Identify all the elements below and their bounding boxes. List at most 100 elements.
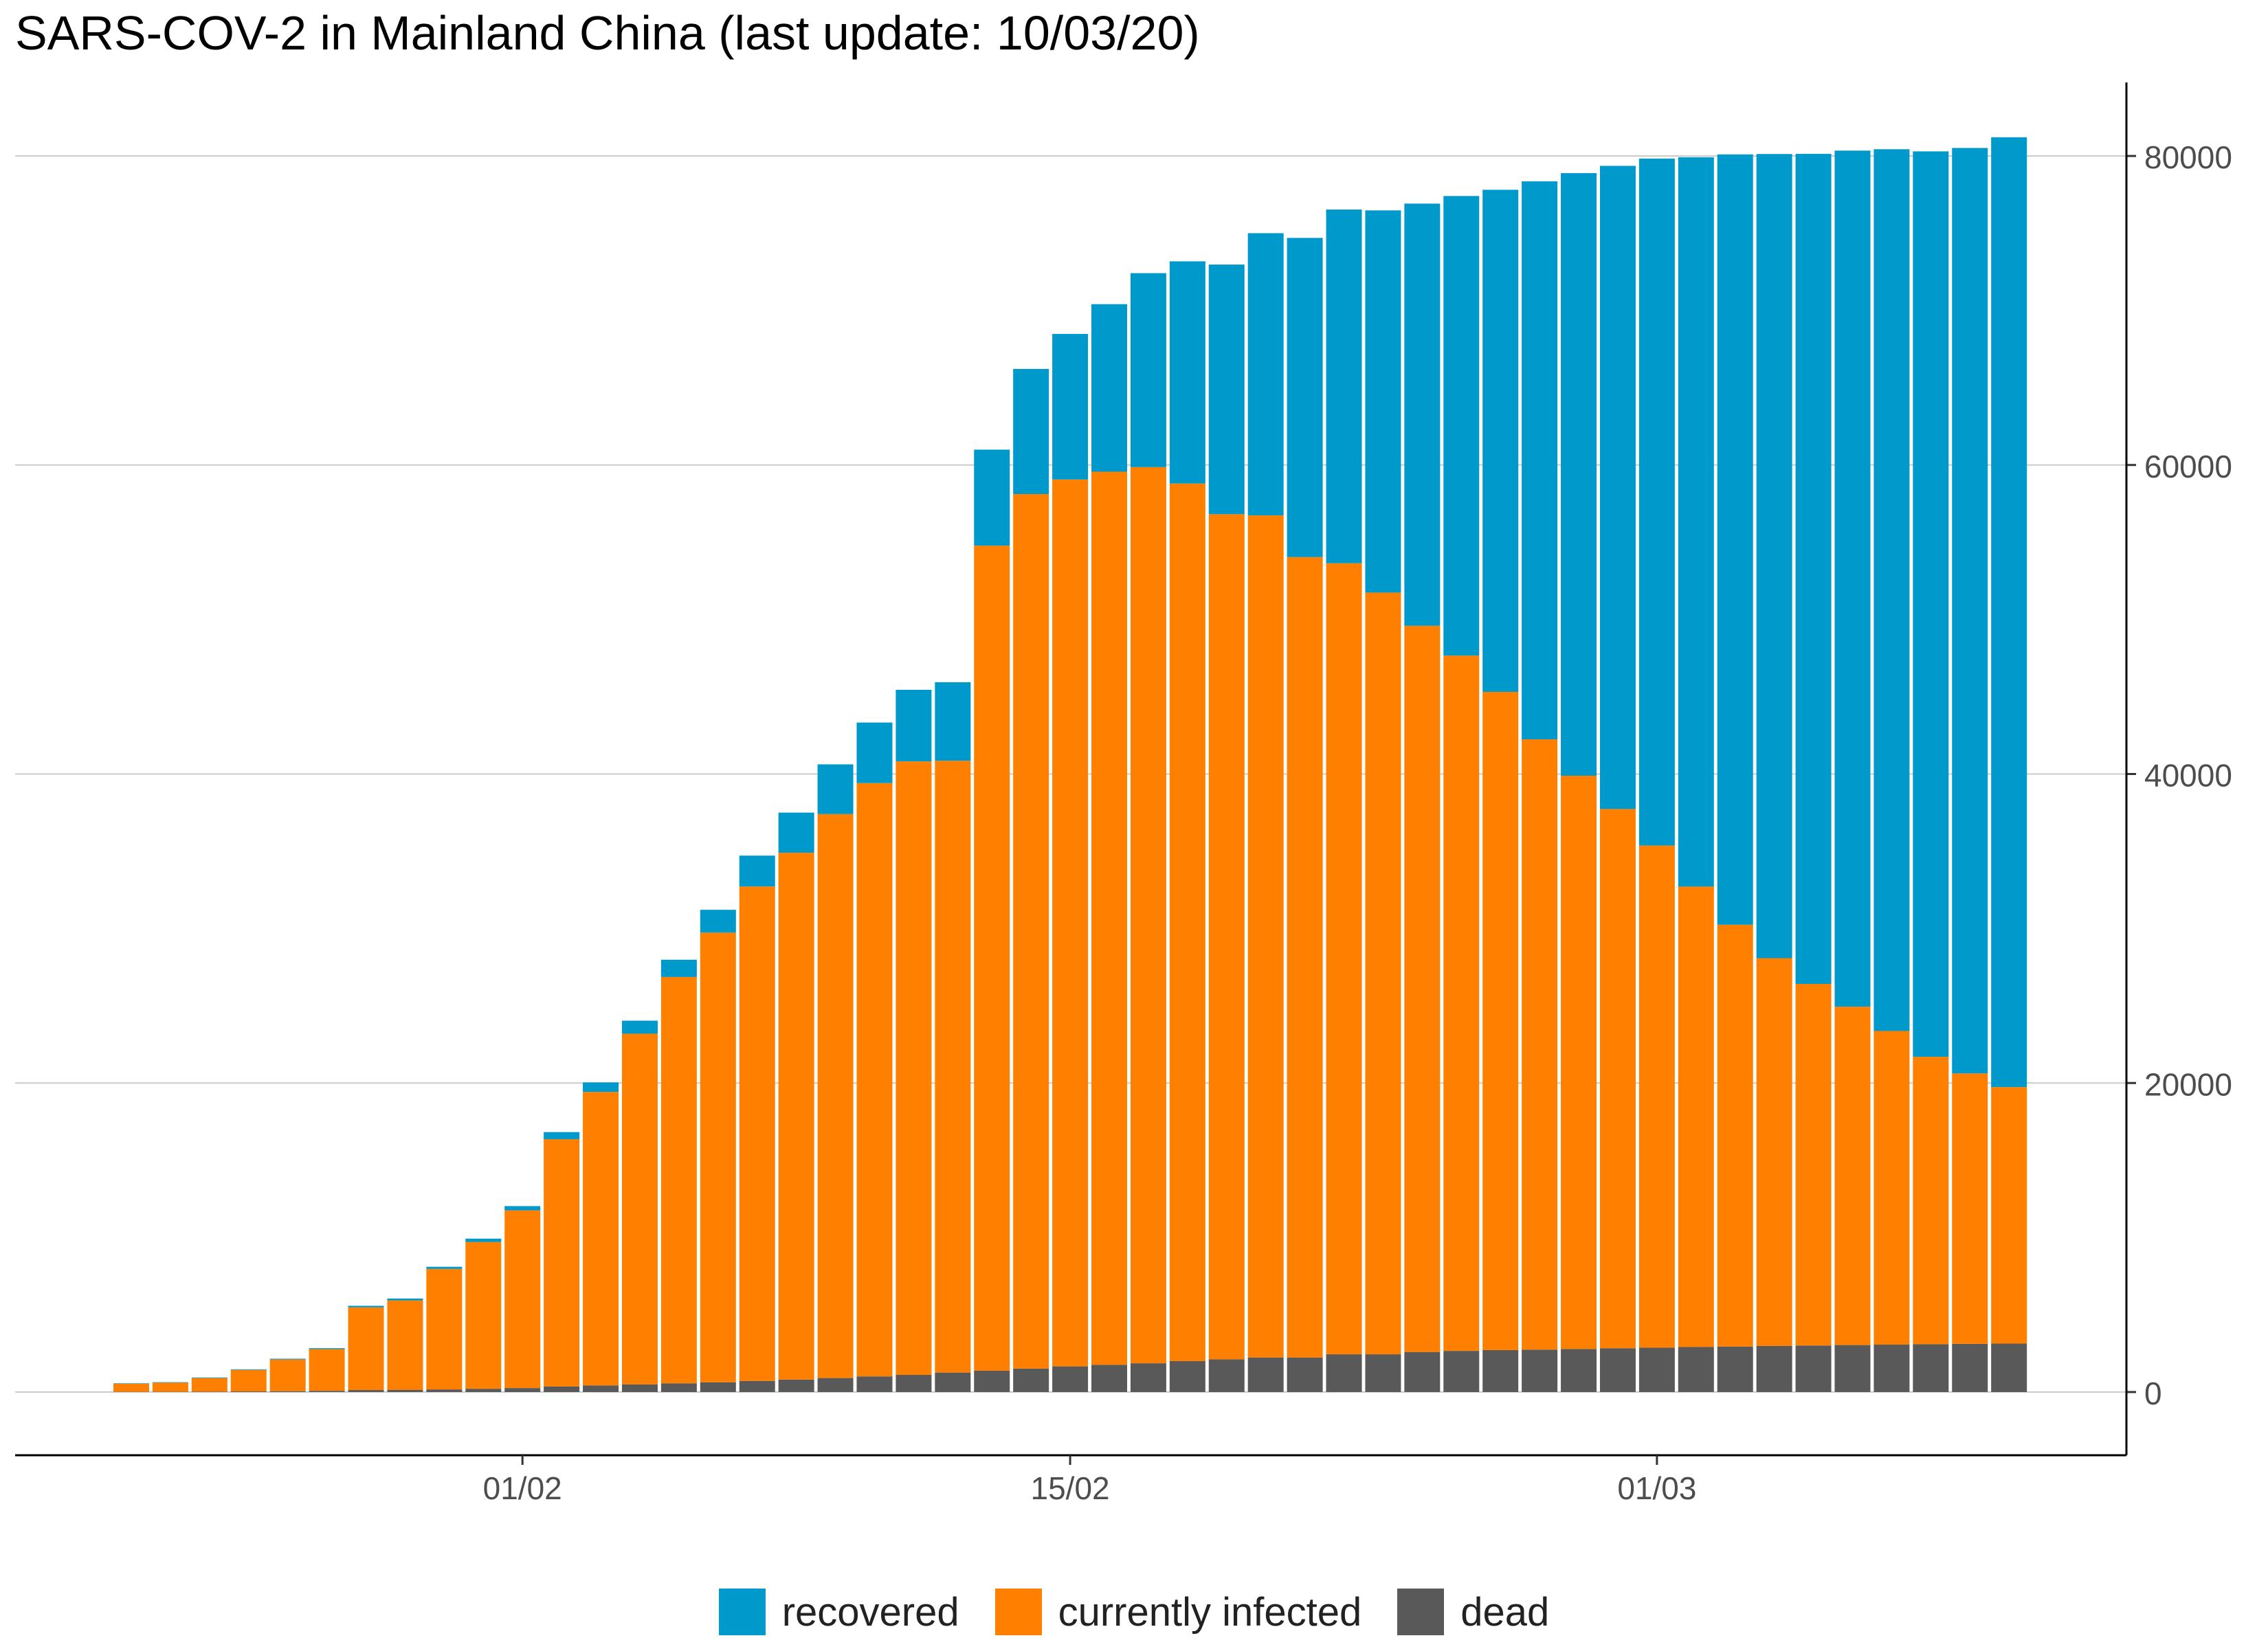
bar-currently-infected-2020-02-24 (1404, 625, 1441, 1352)
bar-dead-2020-02-19 (1208, 1359, 1245, 1392)
bar-currently-infected-2020-01-23 (152, 1382, 188, 1392)
bar-recovered-2020-02-07 (739, 855, 775, 887)
bar-currently-infected-2020-02-27 (1522, 739, 1558, 1350)
bar-dead-2020-03-09 (1952, 1343, 1988, 1392)
bar-dead-2020-03-03 (1717, 1346, 1753, 1392)
legend-label: currently infected (1058, 1589, 1362, 1635)
bar-currently-infected-2020-02-23 (1365, 592, 1401, 1355)
bars (113, 137, 2027, 1392)
bar-recovered-2020-01-22 (113, 1383, 149, 1384)
bar-recovered-2020-02-29 (1599, 166, 1636, 809)
bar-currently-infected-2020-03-05 (1795, 984, 1832, 1346)
x-tick-label: 01/03 (1617, 1470, 1696, 1506)
bar-recovered-2020-02-28 (1561, 172, 1597, 776)
bar-recovered-2020-02-23 (1365, 210, 1401, 593)
bar-currently-infected-2020-02-10 (856, 783, 893, 1377)
bar-currently-infected-2020-02-18 (1169, 483, 1205, 1361)
bar-currently-infected-2020-02-21 (1287, 557, 1323, 1358)
bar-dead-2020-02-29 (1599, 1348, 1636, 1392)
bar-dead-2020-01-28 (348, 1390, 384, 1392)
bar-recovered-2020-02-19 (1208, 265, 1245, 515)
bar-recovered-2020-03-06 (1834, 150, 1871, 1007)
bar-dead-2020-02-26 (1482, 1349, 1519, 1392)
bar-recovered-2020-03-08 (1913, 151, 1949, 1057)
bar-recovered-2020-02-10 (856, 722, 893, 783)
bar-recovered-2020-02-09 (817, 764, 854, 814)
bar-currently-infected-2020-02-01 (504, 1210, 541, 1389)
bar-dead-2020-02-17 (1130, 1363, 1166, 1392)
bar-currently-infected-2020-03-01 (1638, 845, 1675, 1348)
y-tick-label: 40000 (2144, 758, 2232, 794)
bar-currently-infected-2020-01-24 (191, 1378, 227, 1392)
bar-currently-infected-2020-01-27 (309, 1349, 345, 1391)
bar-recovered-2020-02-16 (1091, 304, 1127, 472)
bar-currently-infected-2020-03-09 (1952, 1073, 1988, 1344)
bar-dead-2020-02-23 (1365, 1354, 1401, 1392)
bar-dead-2020-03-08 (1913, 1344, 1949, 1392)
bar-recovered-2020-01-29 (387, 1298, 423, 1301)
bar-recovered-2020-03-10 (1991, 137, 2027, 1088)
bar-recovered-2020-03-01 (1638, 158, 1675, 846)
bar-dead-2020-02-06 (700, 1382, 736, 1392)
bar-dead-2020-03-10 (1991, 1343, 2027, 1392)
bar-recovered-2020-01-31 (465, 1238, 502, 1242)
bar-dead-2020-02-01 (504, 1388, 541, 1392)
bar-dead-2020-02-25 (1443, 1351, 1480, 1392)
bar-currently-infected-2020-02-28 (1561, 776, 1597, 1349)
bar-currently-infected-2020-02-14 (1013, 494, 1049, 1369)
bar-dead-2020-02-12 (935, 1372, 971, 1392)
bar-dead-2020-03-01 (1638, 1347, 1675, 1392)
bar-dead-2020-01-30 (426, 1389, 463, 1392)
bar-dead-2020-02-27 (1522, 1349, 1558, 1392)
bar-recovered-2020-03-04 (1756, 154, 1792, 958)
bar-dead-2020-02-11 (896, 1374, 932, 1392)
bar-recovered-2020-01-28 (348, 1305, 384, 1308)
legend-swatch (718, 1589, 766, 1635)
bar-dead-2020-01-31 (465, 1389, 502, 1392)
y-tick-label: 0 (2144, 1376, 2162, 1411)
bar-currently-infected-2020-01-30 (426, 1268, 463, 1390)
bar-dead-2020-02-04 (621, 1384, 658, 1392)
bar-currently-infected-2020-01-26 (269, 1359, 306, 1391)
bar-currently-infected-2020-02-26 (1482, 691, 1519, 1350)
bar-dead-2020-02-09 (817, 1378, 854, 1392)
bar-currently-infected-2020-02-08 (778, 853, 814, 1380)
bar-dead-2020-03-07 (1874, 1344, 1910, 1392)
bar-currently-infected-2020-01-29 (387, 1300, 423, 1391)
bar-currently-infected-2020-02-25 (1443, 655, 1480, 1351)
bar-currently-infected-2020-03-04 (1756, 958, 1792, 1346)
bar-recovered-2020-02-14 (1013, 368, 1049, 495)
bar-currently-infected-2020-02-13 (974, 546, 1010, 1371)
bar-recovered-2020-02-15 (1052, 334, 1089, 480)
bar-recovered-2020-02-12 (935, 682, 971, 761)
bar-currently-infected-2020-01-22 (113, 1383, 149, 1392)
y-tick-label: 80000 (2144, 139, 2232, 175)
bar-currently-infected-2020-01-28 (348, 1307, 384, 1391)
bar-dead-2020-02-07 (739, 1380, 775, 1392)
bar-currently-infected-2020-02-03 (583, 1092, 619, 1386)
bar-dead-2020-02-02 (544, 1386, 580, 1392)
bar-recovered-2020-01-26 (269, 1358, 306, 1360)
bar-currently-infected-2020-02-17 (1130, 467, 1166, 1364)
bar-dead-2020-02-05 (660, 1383, 697, 1392)
bar-recovered-2020-02-22 (1326, 210, 1362, 563)
bar-recovered-2020-03-07 (1874, 149, 1910, 1031)
bar-currently-infected-2020-03-03 (1717, 924, 1753, 1347)
chart-title: SARS-COV-2 in Mainland China (last updat… (15, 6, 1200, 60)
bar-currently-infected-2020-03-07 (1874, 1031, 1910, 1345)
bar-dead-2020-02-13 (974, 1370, 1010, 1392)
bar-dead-2020-02-16 (1091, 1365, 1127, 1392)
bar-dead-2020-02-28 (1561, 1349, 1597, 1392)
bar-dead-2020-03-02 (1678, 1347, 1714, 1392)
legend: recovered currently infected dead (0, 1587, 2268, 1637)
bar-dead-2020-02-03 (583, 1385, 619, 1392)
bar-recovered-2020-02-20 (1247, 233, 1284, 516)
bar-dead-2020-01-25 (230, 1391, 267, 1392)
bar-dead-2020-02-21 (1287, 1357, 1323, 1392)
x-tick-label: 01/02 (483, 1470, 562, 1506)
bar-dead-2020-02-10 (856, 1376, 893, 1392)
bar-dead-2020-01-29 (387, 1390, 423, 1392)
bar-recovered-2020-01-27 (309, 1348, 345, 1349)
bar-currently-infected-2020-02-05 (660, 976, 697, 1384)
legend-item-currently-infected: currently infected (994, 1589, 1362, 1635)
